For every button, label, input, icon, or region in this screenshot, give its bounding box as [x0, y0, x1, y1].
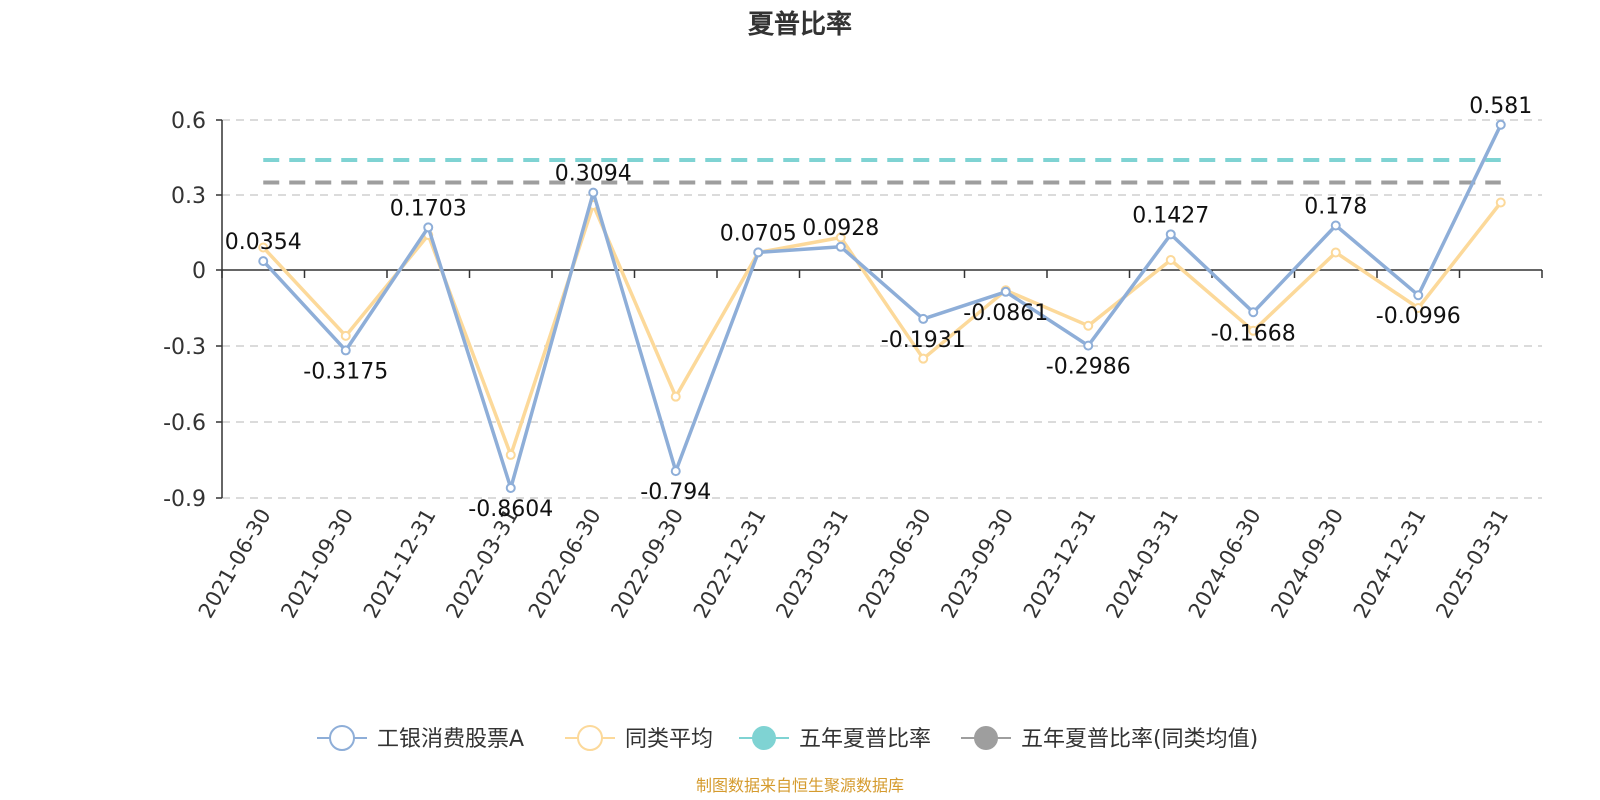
data-label: 0.3094 [555, 162, 632, 187]
legend-marker-icon [577, 725, 603, 751]
data-point [1413, 303, 1424, 313]
x-tick-label: 2023-03-31 [771, 505, 853, 623]
data-label: -0.1668 [1211, 321, 1296, 346]
legend-label: 五年夏普比率(同类均值) [1021, 727, 1258, 752]
data-labels: 0.0354 -0.3175 0.1703 -0.8604 0.3094 -0.794 0.… [225, 94, 1532, 522]
x-tick-label: 2022-12-31 [689, 505, 771, 623]
data-point [340, 345, 351, 356]
data-label: -0.0996 [1376, 304, 1461, 329]
legend-item[interactable]: 工银消费股票A [317, 725, 524, 752]
data-point [258, 256, 269, 267]
legend-marker-icon [974, 726, 998, 750]
legend-marker-icon [329, 725, 355, 751]
series-line [262, 201, 1503, 457]
legend[interactable]: 工银消费股票A 同类平均 五年夏普比率 五年夏普比率(同类均值) [317, 725, 1258, 752]
chart-title: 夏普比率 [748, 9, 852, 40]
x-tick-label: 2021-06-30 [194, 505, 276, 623]
data-point [1083, 320, 1094, 331]
data-point [423, 222, 434, 233]
x-tick-label: 2023-06-30 [854, 505, 936, 623]
data-label: 0.0705 [720, 221, 797, 246]
data-point [1248, 325, 1259, 336]
x-tick-label: 2023-09-30 [936, 505, 1018, 623]
data-label: -0.794 [640, 480, 711, 505]
x-tick-label: 2022-03-31 [441, 505, 523, 623]
grid-lines [222, 119, 1542, 499]
data-point [258, 242, 269, 253]
legend-label: 工银消费股票A [377, 727, 524, 752]
y-tick-label: -0.6 [163, 411, 206, 436]
data-label: -0.2986 [1046, 355, 1131, 380]
data-label: -0.1931 [881, 328, 966, 353]
legend-item[interactable]: 五年夏普比率 [739, 726, 931, 752]
data-point [1413, 290, 1424, 301]
data-point [1495, 197, 1506, 208]
data-label: -0.8604 [468, 497, 553, 522]
data-point [1248, 307, 1259, 318]
reference-lines [263, 158, 1501, 185]
x-tick-label: 2021-09-30 [276, 505, 358, 623]
data-label: -0.3175 [303, 359, 388, 384]
legend-label: 五年夏普比率 [799, 727, 931, 752]
legend-label: 同类平均 [625, 727, 713, 752]
legend-item[interactable]: 同类平均 [565, 725, 713, 752]
x-tick-label: 2023-12-31 [1019, 505, 1101, 623]
x-tick-label: 2024-03-31 [1101, 505, 1183, 623]
data-point [505, 449, 516, 460]
data-label: -0.0861 [963, 301, 1048, 326]
data-point [1165, 229, 1176, 240]
data-point [918, 313, 929, 324]
data-label: 0.581 [1469, 94, 1532, 119]
y-tick-label: 0.6 [171, 109, 206, 134]
data-point [588, 187, 599, 198]
legend-marker-icon [752, 726, 776, 750]
x-tick-label: 2024-06-30 [1184, 505, 1266, 623]
x-tick-label: 2025-03-31 [1431, 505, 1513, 623]
y-tick-label: 0.3 [171, 184, 206, 209]
series-line [262, 124, 1503, 490]
data-point [1165, 255, 1176, 265]
source-note: 制图数据来自恒生聚源数据库 [696, 776, 904, 795]
y-tick-label: -0.9 [163, 487, 206, 512]
data-point [753, 247, 764, 258]
data-label: 0.1703 [390, 196, 467, 221]
x-tick-label: 2021-12-31 [359, 505, 441, 623]
x-tick-label: 2022-09-30 [606, 505, 688, 623]
data-point [918, 353, 929, 364]
data-label: 0.0354 [225, 230, 302, 255]
data-point [505, 482, 516, 493]
x-tick-label: 2024-12-31 [1349, 505, 1431, 623]
data-point [835, 241, 846, 252]
legend-item[interactable]: 五年夏普比率(同类均值) [961, 726, 1258, 752]
data-point [1083, 340, 1094, 351]
data-point [1495, 119, 1506, 130]
data-label: 0.0928 [802, 216, 879, 241]
data-point [1330, 220, 1341, 231]
data-point [1000, 286, 1011, 297]
data-label: 0.178 [1304, 195, 1367, 220]
data-point [670, 466, 681, 477]
data-point [1330, 247, 1341, 258]
x-tick-label: 2024-09-30 [1266, 505, 1348, 623]
data-label: 0.1427 [1132, 203, 1209, 228]
y-tick-label: -0.3 [163, 335, 206, 360]
data-point [670, 391, 681, 402]
x-tick-label: 2022-06-30 [524, 505, 606, 623]
data-point [835, 232, 846, 243]
y-tick-label: 0 [192, 259, 206, 284]
data-point [340, 330, 351, 341]
series-lines [258, 119, 1506, 493]
